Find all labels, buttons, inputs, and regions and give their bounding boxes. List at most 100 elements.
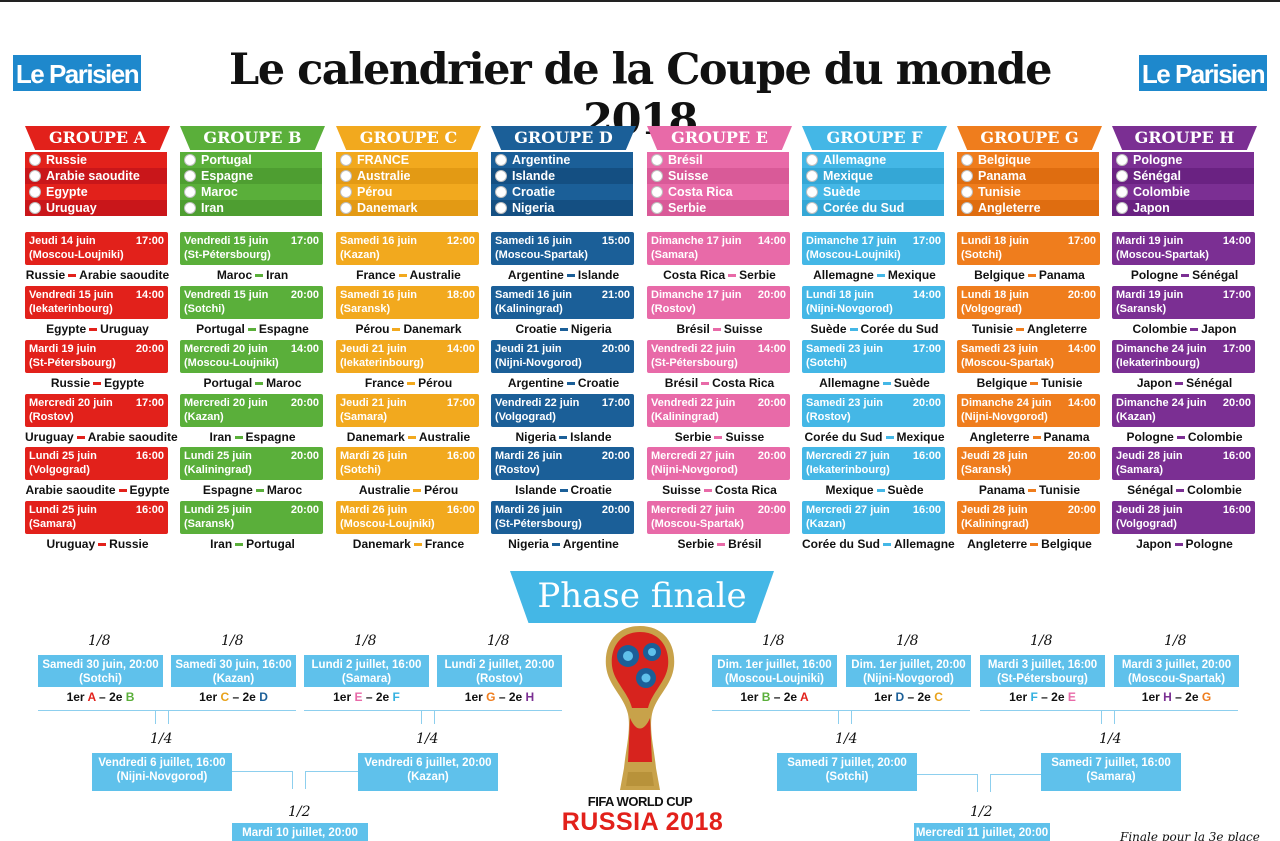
match-date: Jeudi 21 juin xyxy=(340,343,407,355)
away-team: Serbie xyxy=(739,268,776,282)
flag-icon xyxy=(961,170,973,182)
match-date-box: Mercredi 20 juin 14:00 (Moscou-Loujniki) xyxy=(180,340,323,373)
away-team: Panama xyxy=(1043,430,1090,444)
bracket-line xyxy=(304,710,562,711)
ko-city: (St-Pétersbourg) xyxy=(997,673,1088,685)
bracket-line xyxy=(38,710,296,711)
match-date-box: Dimanche 17 juin 20:00 (Rostov) xyxy=(647,286,790,319)
team-row: FRANCE xyxy=(336,152,478,168)
versus-dash xyxy=(93,382,102,386)
flag-icon xyxy=(1116,154,1128,166)
match-time: 17:00 xyxy=(601,397,630,409)
round-label: 1/8 xyxy=(1164,633,1187,649)
group-letter: A xyxy=(799,690,809,704)
away-team: Tunisie xyxy=(1041,376,1083,390)
match-time: 20:00 xyxy=(912,397,941,409)
quarter-final-box: Samedi 7 juillet, 16:00 (Samara) xyxy=(1041,753,1181,791)
match-date-box: Jeudi 21 juin 17:00 (Samara) xyxy=(336,394,479,427)
match-date-box: Samedi 23 juin 20:00 (Rostov) xyxy=(802,394,945,427)
match-date-box: Lundi 25 juin 16:00 (Volgograd) xyxy=(25,447,168,480)
match-teams: Australie Pérou xyxy=(336,480,481,500)
ko-date: Lundi 2 juillet, 20:00 xyxy=(444,659,555,671)
match-time: 20:00 xyxy=(757,450,786,462)
round-label: 1/8 xyxy=(896,633,919,649)
flag-icon xyxy=(1116,186,1128,198)
match-date: Mardi 19 juin xyxy=(1116,289,1184,301)
team-row: Corée du Sud xyxy=(802,200,944,216)
flag-icon xyxy=(184,202,196,214)
group-letter: E xyxy=(354,690,363,704)
round-of-16-box: Lundi 2 juillet, 20:00 (Rostov) xyxy=(437,655,562,687)
away-team: Espagne xyxy=(245,430,296,444)
rank: 2e xyxy=(375,690,390,704)
team-row: Belgique xyxy=(957,152,1099,168)
flag-icon xyxy=(1116,202,1128,214)
team-name: Angleterre xyxy=(978,201,1041,215)
team-name: Pologne xyxy=(1133,153,1183,167)
match-card: Mercredi 20 juin 17:00 (Rostov) Uruguay Arab… xyxy=(25,394,178,448)
away-team: Croatie xyxy=(570,483,612,497)
match-city: (Kazan) xyxy=(806,518,846,530)
match-date: Mardi 26 juin xyxy=(495,450,563,462)
quarter-final-box: Samedi 7 juillet, 20:00 (Sotchi) xyxy=(777,753,917,791)
group-letter: A xyxy=(87,690,96,704)
versus-dash xyxy=(392,328,401,332)
home-team: Costa Rica xyxy=(663,268,726,282)
home-team: Maroc xyxy=(216,268,253,282)
home-team: Belgique xyxy=(976,376,1028,390)
match-city: (Sotchi) xyxy=(340,464,381,476)
home-team: Argentine xyxy=(507,376,564,390)
round-of-16-pairing: 1er F – 2e E xyxy=(1009,690,1076,704)
home-team: Suisse xyxy=(662,483,701,497)
team-row: Mexique xyxy=(802,168,944,184)
round-label: 1/2 xyxy=(970,804,993,820)
match-city: (Iekaterinbourg) xyxy=(29,303,113,315)
bracket-line xyxy=(977,774,978,792)
bracket-line xyxy=(168,710,169,724)
versus-dash xyxy=(1174,543,1183,547)
round-label: 1/8 xyxy=(354,633,377,649)
team-name: Portugal xyxy=(201,153,252,167)
ko-date: Samedi 7 juillet, 16:00 xyxy=(1051,757,1171,769)
match-card: Dimanche 17 juin 20:00 (Rostov) Brésil Suiss… xyxy=(647,286,792,340)
away-team: Arabie saoudite xyxy=(79,268,170,282)
versus-dash xyxy=(876,274,885,278)
versus-dash xyxy=(247,328,256,332)
match-date: Jeudi 28 juin xyxy=(1116,504,1183,516)
match-teams: Belgique Panama xyxy=(957,265,1102,285)
home-team: Nigeria xyxy=(515,430,557,444)
match-teams: Belgique Tunisie xyxy=(957,373,1102,393)
team-row: Espagne xyxy=(180,168,322,184)
russia-2018-text: RUSSIA 2018 xyxy=(561,808,724,836)
home-team: Pérou xyxy=(355,322,390,336)
bracket-line xyxy=(305,771,358,772)
match-teams: Suède Corée du Sud xyxy=(802,319,947,339)
team-row: Allemagne xyxy=(802,152,944,168)
match-time: 16:00 xyxy=(135,504,164,516)
bracket-line xyxy=(990,774,1041,775)
match-date: Vendredi 22 juin xyxy=(651,343,736,355)
away-team: Uruguay xyxy=(100,322,149,336)
match-time: 21:00 xyxy=(601,289,630,301)
match-city: (Nijni-Novgorod) xyxy=(651,464,738,476)
away-team: Egypte xyxy=(104,376,145,390)
flag-icon xyxy=(651,186,663,198)
round-of-16-pairing: 1er G – 2e H xyxy=(464,690,535,704)
match-date-box: Jeudi 21 juin 20:00 (Nijni-Novgorod) xyxy=(491,340,634,373)
match-city: (Kaliningrad) xyxy=(184,464,252,476)
match-date-box: Mercredi 27 juin 16:00 (Iekaterinbourg) xyxy=(802,447,945,480)
versus-dash xyxy=(714,436,723,440)
team-list: Allemagne Mexique Suède Corée du Sud xyxy=(802,152,944,216)
match-date: Dimanche 17 juin xyxy=(651,289,742,301)
match-time: 17:00 xyxy=(135,397,164,409)
match-card: Jeudi 28 juin 20:00 (Saransk) Panama Tunisie xyxy=(957,447,1102,501)
round-label: 1/8 xyxy=(762,633,785,649)
away-team: Sénégal xyxy=(1186,376,1233,390)
group-letter: B xyxy=(761,690,771,704)
match-date-box: Lundi 18 juin 20:00 (Volgograd) xyxy=(957,286,1100,319)
versus-dash xyxy=(559,489,568,493)
match-city: (Moscou-Loujniki) xyxy=(806,249,901,261)
match-time: 16:00 xyxy=(912,504,941,516)
match-teams: Brésil Costa Rica xyxy=(647,373,792,393)
versus-dash xyxy=(234,436,243,440)
